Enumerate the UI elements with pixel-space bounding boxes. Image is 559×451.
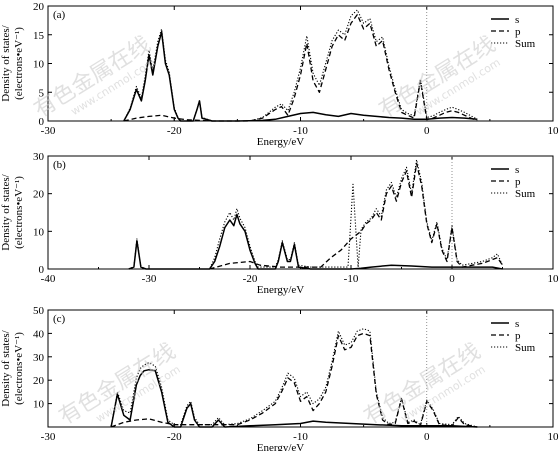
y-tick-label: 30	[33, 352, 45, 364]
y-axis-title-line1: Density of states/	[0, 24, 12, 101]
y-axis-title-line1: Density of states/	[0, 173, 12, 250]
x-tick-label: 10	[548, 431, 559, 443]
x-tick-label: -10	[293, 125, 308, 137]
x-tick-label: -30	[41, 125, 56, 137]
x-tick-label: 0	[424, 431, 430, 443]
x-axis-title: Energy/eV	[257, 442, 305, 451]
legend-entry-p: p	[515, 176, 521, 188]
x-tick-label: -20	[243, 273, 258, 285]
y-axis-title-line1: Density of states/	[0, 329, 12, 406]
y-tick-label: 0	[39, 264, 45, 276]
series-line-s	[110, 368, 478, 428]
y-tick-label: 30	[33, 151, 45, 163]
y-tick-label: 20	[33, 1, 45, 13]
y-tick-label: 10	[33, 399, 45, 411]
x-tick-label: 10	[548, 125, 559, 137]
x-tick-label: -20	[167, 125, 182, 137]
y-tick-label: 20	[33, 189, 45, 201]
x-tick-label: 0	[449, 273, 455, 285]
y-axis-title-line2: (electrons•eV⁻¹)	[13, 176, 25, 249]
legend-entry-s: s	[515, 164, 519, 176]
x-tick-label: -10	[344, 273, 359, 285]
series-line-sum	[123, 9, 478, 122]
legend-entry-sum: Sum	[515, 188, 536, 200]
panel-label: (b)	[53, 159, 66, 171]
legend-entry-sum: Sum	[515, 38, 536, 50]
panel-label: (c)	[53, 313, 66, 325]
series-line-sum	[128, 159, 504, 270]
y-tick-label: 50	[33, 305, 45, 317]
y-tick-label: 20	[33, 375, 45, 387]
y-axis-title-line2: (electrons•eV⁻¹)	[13, 332, 25, 405]
y-tick-label: 15	[33, 30, 45, 42]
plot-frame	[47, 155, 554, 270]
x-tick-label: -40	[41, 273, 56, 285]
x-tick-label: -10	[293, 431, 308, 443]
legend-entry-p: p	[515, 330, 521, 342]
y-axis-title-line2: (electrons•eV⁻¹)	[13, 27, 25, 100]
x-tick-label: -30	[142, 273, 157, 285]
panel-label: (a)	[53, 9, 66, 21]
x-axis-title: Energy/eV	[257, 284, 305, 296]
x-tick-label: 0	[424, 125, 430, 137]
x-axis-title: Energy/eV	[257, 136, 305, 148]
x-tick-label: -20	[167, 431, 182, 443]
y-tick-label: 10	[33, 226, 45, 238]
legend-entry-sum: Sum	[515, 342, 536, 354]
y-tick-label: 10	[33, 59, 45, 71]
series-line-sum	[110, 328, 478, 428]
y-tick-label: 0	[39, 116, 45, 128]
x-tick-label: 10	[548, 273, 559, 285]
x-tick-label: -30	[41, 431, 56, 443]
y-tick-label: 5	[39, 87, 45, 99]
series-line-p	[209, 162, 504, 270]
legend-entry-s: s	[515, 318, 519, 330]
legend-entry-p: p	[515, 26, 521, 38]
legend-entry-s: s	[515, 14, 519, 26]
series-line-s	[128, 213, 503, 270]
y-tick-label: 40	[33, 328, 45, 340]
